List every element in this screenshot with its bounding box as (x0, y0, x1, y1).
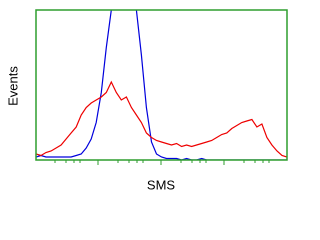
plot-area (36, 10, 287, 160)
x-minor-ticks (54, 160, 270, 165)
histogram-line (36, 10, 287, 160)
y-axis-label: Events (5, 66, 20, 106)
plot-frame (35, 9, 288, 161)
histogram-line (36, 80, 287, 158)
chart: Events SMS (5, 9, 288, 192)
x-axis-label: SMS (147, 177, 176, 192)
